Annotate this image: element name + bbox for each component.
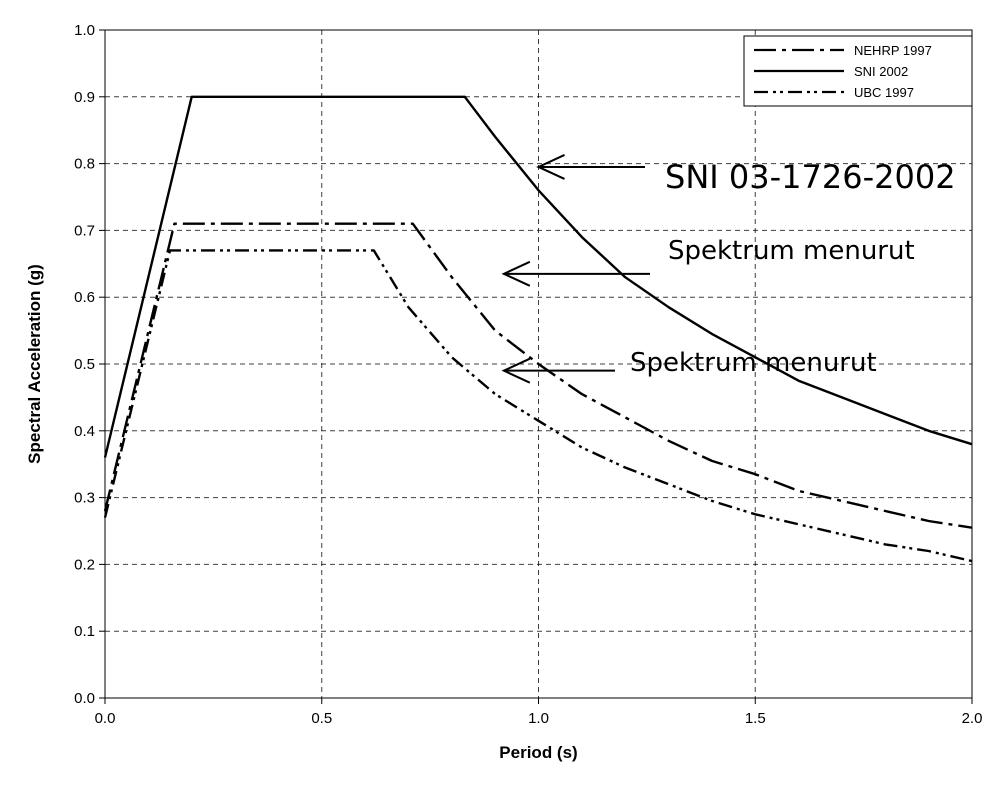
x-tick-label: 1.0 xyxy=(528,710,549,727)
x-tick-label: 1.5 xyxy=(745,710,766,727)
y-tick-label: 0.6 xyxy=(74,289,95,306)
x-tick-label: 0.5 xyxy=(311,710,332,727)
y-tick-label: 0.2 xyxy=(74,556,95,573)
x-tick-label: 2.0 xyxy=(962,710,983,727)
series-line xyxy=(103,222,973,529)
y-tick-label: 0.4 xyxy=(74,423,95,440)
legend-label: NEHRP 1997 xyxy=(854,43,932,58)
series-line xyxy=(103,95,973,458)
series-line xyxy=(103,249,973,563)
legend-label: UBC 1997 xyxy=(854,85,914,100)
y-axis-title: Spectral Acceleration (g) xyxy=(25,264,44,464)
annotation-arrow-head xyxy=(501,357,531,384)
annotations: SNI 03-1726-2002 Spektrum menurut Spektrum… xyxy=(501,154,956,384)
annotation-label: Spektrum menurut xyxy=(630,348,877,378)
x-axis-title: Period (s) xyxy=(499,743,577,762)
y-tick-label: 0.3 xyxy=(74,490,95,507)
annotation-label: Spektrum menurut xyxy=(668,236,915,266)
legend: NEHRP 1997 SNI 2002 UBC 1997 xyxy=(743,35,973,107)
y-tick-label: 0.7 xyxy=(74,222,95,239)
y-tick-label: 0.9 xyxy=(74,89,95,106)
series-lines xyxy=(103,95,973,563)
annotation-arrow-head xyxy=(501,260,531,287)
axis-ticks: 0.0 0.1 0.2 0.3 0.4 0.5 0.6 0.7 0.8 0.9 1.0 0.0 0.5 1… xyxy=(74,22,982,727)
y-tick-label: 0.0 xyxy=(74,690,95,707)
y-tick-label: 0.5 xyxy=(74,356,95,373)
annotation-label: SNI 03-1726-2002 xyxy=(665,158,956,196)
y-tick-label: 0.8 xyxy=(74,156,95,173)
legend-label: SNI 2002 xyxy=(854,64,908,79)
x-tick-label: 0.0 xyxy=(95,710,116,727)
y-tick-label: 0.1 xyxy=(74,623,95,640)
y-tick-label: 1.0 xyxy=(74,22,95,39)
annotation-arrow-head xyxy=(536,154,565,180)
